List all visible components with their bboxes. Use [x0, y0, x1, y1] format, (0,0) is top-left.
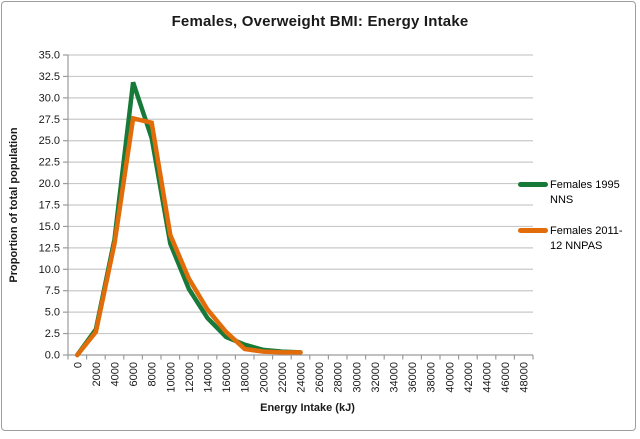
- legend-line-swatch: [518, 182, 548, 187]
- x-tick-label: 48000: [519, 362, 531, 393]
- y-tick-label: 30.0: [39, 92, 60, 104]
- y-tick-label: 27.5: [39, 114, 60, 126]
- x-tick-label: 20000: [258, 362, 270, 393]
- y-tick-label: 25.0: [39, 135, 60, 147]
- x-tick-label: 34000: [389, 362, 401, 393]
- x-tick-label: 40000: [444, 362, 456, 393]
- legend: Females 1995 NNS Females 2011-12 NNPAS: [518, 178, 634, 254]
- series-line-females-1995-nns: [75, 81, 303, 358]
- x-tick-label: 38000: [426, 362, 438, 393]
- legend-line-swatch: [518, 228, 548, 233]
- y-tick-label: 17.5: [39, 200, 60, 212]
- x-tick-label: 26000: [314, 362, 326, 393]
- x-tick-label: 2000: [91, 362, 103, 386]
- y-tick-label: 22.5: [39, 157, 60, 169]
- x-tick-label: 28000: [333, 362, 345, 393]
- x-tick-label: 18000: [240, 362, 252, 393]
- chart-title: Females, Overweight BMI: Energy Intake: [171, 13, 469, 30]
- x-tick-label: 22000: [277, 362, 289, 393]
- x-tick-label: 46000: [500, 362, 512, 393]
- x-tick-label: 42000: [463, 362, 475, 393]
- x-tick-label: 36000: [407, 362, 419, 393]
- y-tick-label: 5.0: [45, 307, 60, 319]
- y-tick-label: 12.5: [39, 242, 60, 254]
- chart-frame: [1, 1, 636, 431]
- y-tick-label: 35.0: [39, 50, 60, 62]
- y-tick-label: 20.0: [39, 178, 60, 190]
- x-axis-title: Energy Intake (kJ): [260, 402, 355, 414]
- x-tick-label: 16000: [221, 362, 233, 393]
- legend-item-females-1995-nns: Females 1995 NNS: [518, 178, 634, 208]
- x-tick-label: 6000: [128, 362, 140, 386]
- legend-label: Females 2011-12 NNPAS: [550, 225, 623, 252]
- x-tick-label: 44000: [482, 362, 494, 393]
- x-tick-label: 0: [72, 362, 84, 368]
- y-tick-label: 10.0: [39, 264, 60, 276]
- x-tick-label: 32000: [370, 362, 382, 393]
- legend-item-females-2011-12-nnpas: Females 2011-12 NNPAS: [518, 224, 634, 254]
- series-line-females-2011-12-nnpas: [75, 115, 303, 358]
- x-tick-label: 4000: [110, 362, 122, 386]
- y-tick-label: 32.5: [39, 71, 60, 83]
- x-tick-label: 14000: [203, 362, 215, 393]
- y-tick-label: 7.5: [45, 285, 60, 297]
- y-tick-label: 15.0: [39, 221, 60, 233]
- y-tick-label: 2.5: [45, 328, 60, 340]
- legend-label: Females 1995 NNS: [550, 179, 620, 206]
- x-tick-label: 30000: [351, 362, 363, 393]
- x-tick-label: 24000: [296, 362, 308, 393]
- y-tick-label: 0.0: [45, 350, 60, 362]
- x-tick-label: 8000: [147, 362, 159, 386]
- x-tick-label: 12000: [184, 362, 196, 393]
- x-tick-label: 10000: [165, 362, 177, 393]
